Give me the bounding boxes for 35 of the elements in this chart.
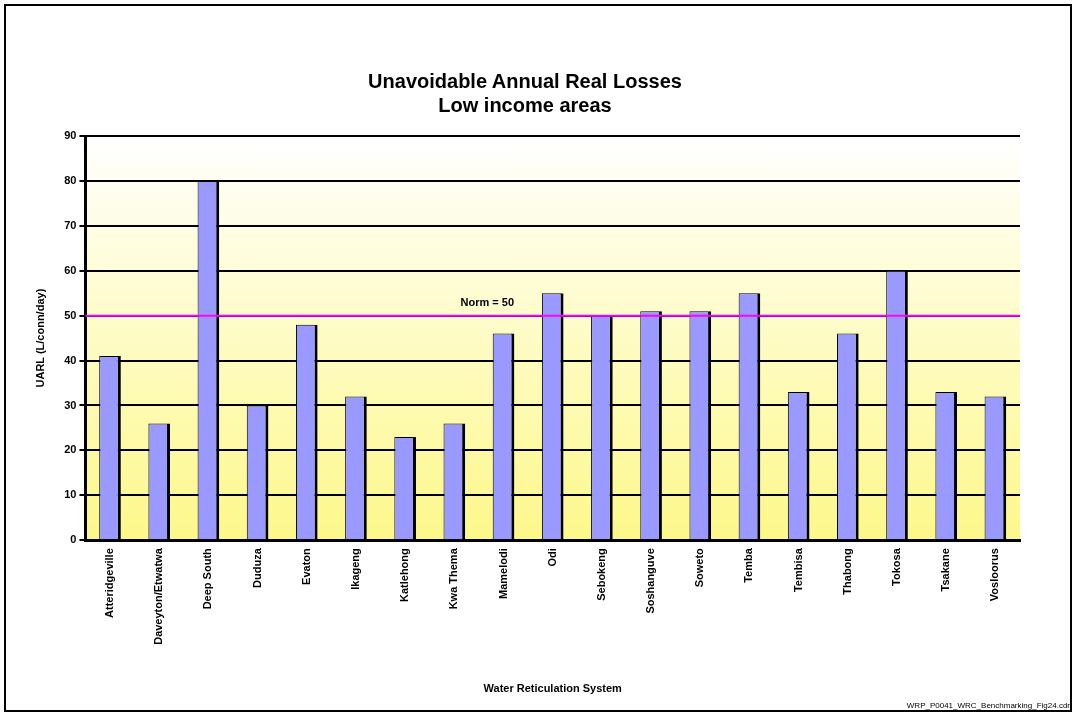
x-axis-title: Water Reticulation System bbox=[483, 682, 623, 695]
x-tick-label: Atteridgeville bbox=[103, 548, 116, 618]
chart-subtitle: Low income areas bbox=[438, 93, 612, 116]
x-tick-label: Deep South bbox=[201, 547, 214, 610]
x-tick-label: Thabong bbox=[840, 548, 853, 595]
y-tick-label: 0 bbox=[70, 533, 77, 546]
chart-title: Unavoidable Annual Real Losses bbox=[368, 69, 682, 92]
x-tick-label: Soweto bbox=[693, 547, 706, 588]
y-tick-label: 50 bbox=[64, 308, 77, 321]
y-axis-title: UARL (L/conn/day) bbox=[33, 288, 46, 388]
y-tick-label: 10 bbox=[64, 488, 77, 501]
x-tick-label: Katlehong bbox=[398, 548, 411, 602]
x-tick-label: Evaton bbox=[299, 547, 312, 585]
x-tick-label: Ikageng bbox=[349, 548, 361, 590]
x-tick-label: Daveyton/Etwatwa bbox=[152, 547, 165, 645]
x-tick-label: Tembisa bbox=[791, 547, 804, 593]
x-tick-label: Vosloorus bbox=[988, 548, 1001, 602]
x-tick-label: Sebokeng bbox=[594, 548, 607, 601]
x-tick-label: Odi bbox=[545, 548, 558, 567]
y-tick-label: 80 bbox=[64, 173, 77, 186]
y-tick-label: 60 bbox=[64, 263, 77, 276]
y-tick-label: 40 bbox=[64, 353, 77, 366]
ref-line-label: Norm = 50 bbox=[460, 296, 515, 309]
y-tick-label: 30 bbox=[64, 398, 77, 411]
x-tick-label: Tsakane bbox=[939, 548, 952, 592]
text: WRP_P0041_WRC_Benchmarking_Fig24.cdr bbox=[906, 701, 1071, 711]
y-tick-label: 70 bbox=[64, 218, 77, 231]
x-tick-label: Duduza bbox=[250, 547, 263, 588]
x-tick-label: Soshanguve bbox=[644, 548, 657, 614]
x-tick-label: Mamelodi bbox=[496, 548, 509, 599]
y-tick-label: 90 bbox=[64, 129, 77, 142]
x-tick-label: Temba bbox=[742, 547, 755, 583]
x-tick-label: Tokosa bbox=[890, 547, 903, 586]
y-tick-label: 20 bbox=[64, 443, 77, 456]
x-tick-label: Kwa Thema bbox=[447, 547, 460, 610]
